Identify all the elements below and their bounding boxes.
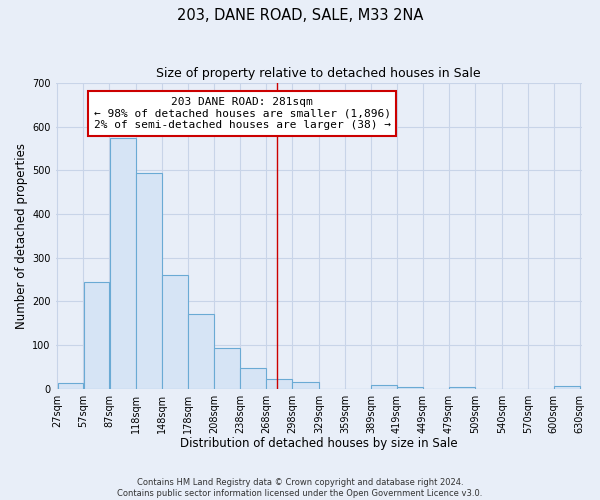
Bar	[214, 348, 240, 389]
Bar	[58, 384, 83, 388]
Bar	[83, 282, 109, 389]
Bar	[241, 368, 266, 388]
Title: Size of property relative to detached houses in Sale: Size of property relative to detached ho…	[156, 68, 481, 80]
Bar	[371, 385, 397, 388]
Y-axis label: Number of detached properties: Number of detached properties	[15, 143, 28, 329]
Bar	[163, 275, 188, 388]
Bar	[110, 138, 136, 388]
X-axis label: Distribution of detached houses by size in Sale: Distribution of detached houses by size …	[180, 437, 457, 450]
Bar	[292, 382, 319, 388]
Text: Contains HM Land Registry data © Crown copyright and database right 2024.
Contai: Contains HM Land Registry data © Crown c…	[118, 478, 482, 498]
Bar	[188, 314, 214, 388]
Text: 203, DANE ROAD, SALE, M33 2NA: 203, DANE ROAD, SALE, M33 2NA	[177, 8, 423, 22]
Bar	[136, 172, 162, 388]
Bar	[266, 379, 292, 388]
Bar	[554, 386, 580, 388]
Text: 203 DANE ROAD: 281sqm
← 98% of detached houses are smaller (1,896)
2% of semi-de: 203 DANE ROAD: 281sqm ← 98% of detached …	[94, 97, 391, 130]
